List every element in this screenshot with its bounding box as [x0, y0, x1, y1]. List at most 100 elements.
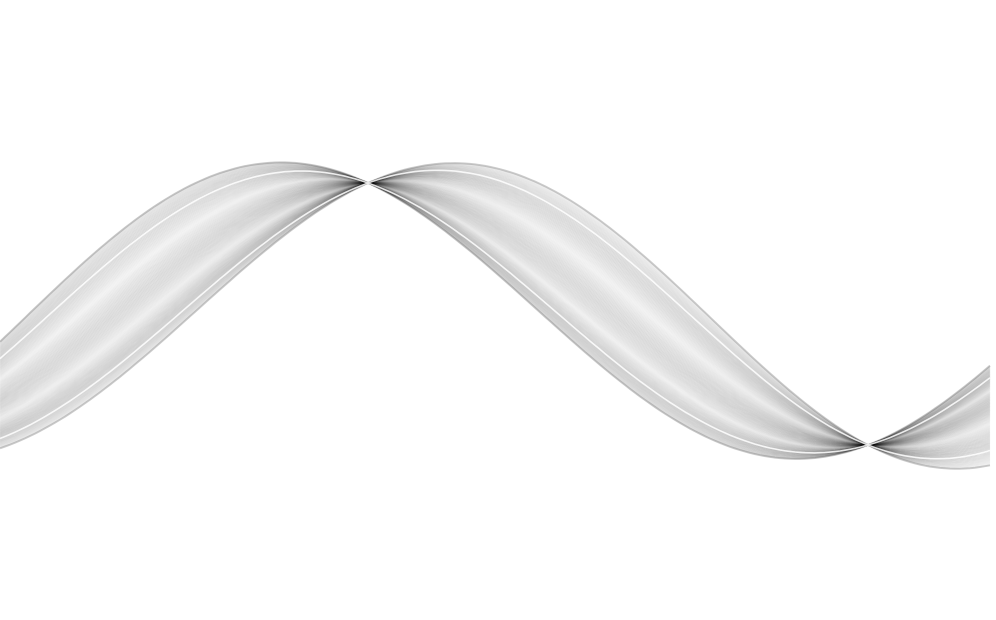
wave-line [0, 177, 991, 450]
wave-line [0, 161, 991, 460]
wave-line [0, 181, 991, 447]
wave-line [0, 174, 991, 454]
wave-line [0, 182, 991, 446]
wave-line [0, 182, 991, 446]
wave-line [0, 176, 991, 450]
wave-line [0, 168, 991, 455]
wave-line [0, 174, 991, 451]
wave-line [0, 175, 991, 453]
wave-line [0, 180, 991, 447]
wave-line [0, 182, 991, 446]
wave-line [0, 181, 991, 446]
wave-line [0, 180, 991, 447]
wave-line [0, 176, 991, 451]
wave-line [0, 167, 991, 456]
wave-line [0, 176, 991, 452]
wave-line [0, 174, 991, 452]
wave-line [0, 177, 991, 449]
wave-line [0, 165, 991, 465]
wave-line [0, 162, 991, 459]
wave-line [0, 173, 991, 456]
wave-line [0, 182, 991, 446]
wave-line [0, 180, 991, 448]
wave-line [0, 181, 991, 447]
wave-line [0, 181, 991, 447]
wave-line [0, 177, 991, 449]
wave-line [0, 173, 991, 452]
wave-line [0, 171, 991, 457]
wave-line [0, 162, 991, 460]
wave-line [0, 173, 991, 455]
wave-line [0, 174, 991, 454]
wave-line [0, 177, 991, 449]
wave-line [0, 176, 991, 450]
wave-line [0, 182, 991, 446]
wave-line [0, 176, 991, 452]
highlight-line [0, 169, 991, 460]
wave-line [0, 174, 991, 454]
wave-line [0, 182, 991, 446]
wave-line [0, 180, 991, 448]
wave-line [0, 179, 991, 448]
wave-line [0, 174, 991, 451]
wave-line [0, 166, 991, 465]
wave-line [0, 179, 991, 448]
wave-line [0, 167, 991, 456]
wave-line [0, 164, 991, 468]
wave-line [0, 170, 991, 458]
wave-line [0, 181, 991, 447]
wave-line [0, 178, 991, 450]
wave-line [0, 167, 991, 456]
wave-line [0, 172, 991, 457]
wave-edge-line [0, 161, 991, 460]
wave-line [0, 163, 991, 468]
wave-edge-line [0, 162, 991, 470]
wave-line [0, 181, 991, 447]
wave-line [0, 179, 991, 448]
wave-line [0, 173, 991, 452]
wave-line [0, 164, 991, 458]
wave-line [0, 168, 991, 462]
wave-line [0, 180, 991, 448]
wave-line [0, 178, 991, 449]
wave-line [0, 163, 991, 459]
wave-line [0, 181, 991, 446]
wave-line [0, 177, 991, 451]
wave-line [0, 179, 991, 449]
wave-line [0, 178, 991, 449]
wave-line [0, 178, 991, 449]
wave-line [0, 179, 991, 449]
wave-line [0, 182, 991, 446]
wave-line [0, 181, 991, 447]
wave-line [0, 182, 991, 446]
wave-line [0, 179, 991, 448]
wave-line [0, 166, 991, 457]
wave-line [0, 178, 991, 449]
wave-line [0, 182, 991, 446]
wave-line [0, 181, 991, 447]
wave-line [0, 178, 991, 450]
wave-line [0, 182, 991, 446]
wave-line [0, 182, 991, 446]
wave-line [0, 175, 991, 453]
wave-line [0, 181, 991, 447]
wave-line [0, 163, 991, 458]
wave-line [0, 167, 991, 463]
wave-line [0, 180, 991, 448]
wave-line [0, 181, 991, 447]
wave-line [0, 165, 991, 457]
wave-line [0, 172, 991, 452]
highlight-line-group [0, 169, 991, 460]
wave-line [0, 165, 991, 457]
wave-line [0, 172, 991, 453]
wave-line-group [0, 161, 991, 470]
wave-line [0, 165, 991, 466]
wave-line [0, 181, 991, 447]
wave-line [0, 177, 991, 451]
wave-line [0, 163, 991, 469]
wave-line [0, 180, 991, 448]
wave-line [0, 177, 991, 450]
